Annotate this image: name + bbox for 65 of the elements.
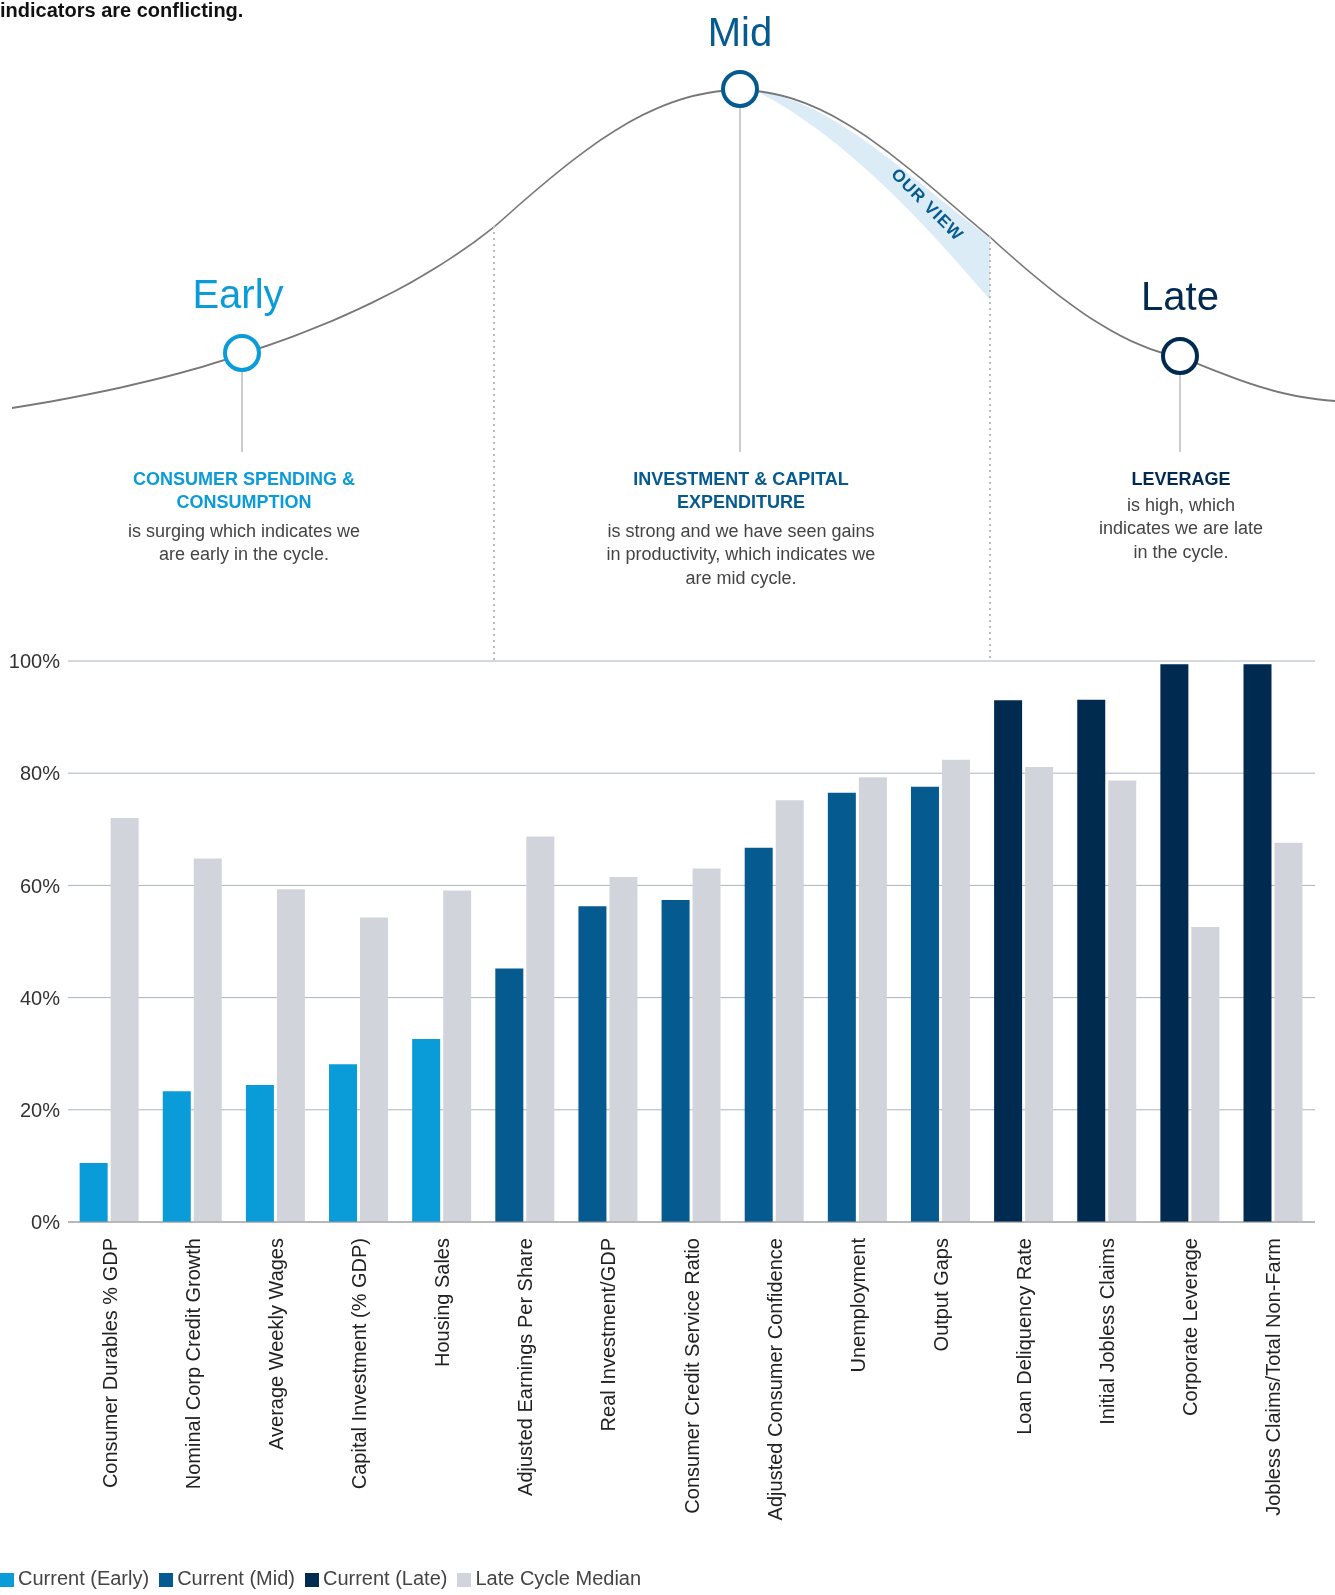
text: LEVERAGE xyxy=(1130,468,1232,491)
x-tick-label: Capital Investment (% GDP) xyxy=(347,1238,370,1490)
bar xyxy=(775,800,804,1222)
bar xyxy=(1191,926,1220,1222)
bar xyxy=(744,847,773,1222)
x-tick-label: Jobless Claims/Total Non-Farm xyxy=(1262,1238,1285,1516)
x-tick-label: Average Weekly Wages xyxy=(264,1238,287,1450)
bar xyxy=(661,899,690,1222)
text: is surging which indicates we are early in the cycle. xyxy=(126,520,362,567)
bar xyxy=(412,1039,441,1222)
x-tick-label: Output Gaps xyxy=(929,1238,952,1352)
x-tick-label: Nominal Corp Credit Growth xyxy=(181,1238,204,1490)
chart-title: indicators are conflicting. xyxy=(0,0,244,21)
bar xyxy=(110,818,139,1222)
text: Late xyxy=(1140,273,1220,320)
bar xyxy=(941,759,970,1222)
x-tick-label: Consumer Credit Service Ratio xyxy=(680,1238,703,1514)
text: is high, which indicates we are late in the cycle. xyxy=(1097,494,1265,564)
x-tick-label: Adjusted Consumer Confidence xyxy=(763,1238,786,1521)
bar xyxy=(245,1085,274,1222)
bar xyxy=(276,889,305,1222)
bar xyxy=(1160,664,1189,1222)
x-tick-label: Housing Sales xyxy=(431,1238,454,1367)
bar xyxy=(827,792,856,1222)
bar xyxy=(1274,842,1303,1222)
bar xyxy=(1025,767,1054,1222)
y-tick-label: 80% xyxy=(19,762,61,785)
y-tick-label: 20% xyxy=(19,1098,61,1121)
bar xyxy=(526,836,555,1222)
bar xyxy=(329,1064,358,1222)
legend-label: Current (Late) xyxy=(322,1567,448,1589)
bar xyxy=(443,890,472,1222)
bar xyxy=(910,786,939,1222)
bar xyxy=(162,1091,191,1222)
bar xyxy=(692,868,721,1222)
y-tick-label: 0% xyxy=(31,1211,61,1234)
legend-label: Current (Early) xyxy=(18,1567,150,1589)
text: CONSUMER SPENDING & CONSUMPTION xyxy=(132,468,356,515)
x-tick-label: Real Investment/GDP xyxy=(597,1238,620,1432)
y-tick-label: 60% xyxy=(19,874,61,897)
text: Mid xyxy=(706,9,774,56)
x-tick-label: Loan Deliquency Rate xyxy=(1013,1238,1036,1435)
x-tick-label: Initial Jobless Claims xyxy=(1096,1238,1119,1425)
x-tick-label: Adjusted Earnings Per Share xyxy=(514,1238,537,1496)
y-tick-label: 40% xyxy=(19,986,61,1009)
y-tick-label: 100% xyxy=(8,650,61,673)
legend-label: Current (Mid) xyxy=(177,1567,295,1589)
bar xyxy=(193,858,222,1222)
text: INVESTMENT & CAPITAL EXPENDITURE xyxy=(632,468,850,515)
bar xyxy=(609,876,638,1222)
x-tick-label: Corporate Leverage xyxy=(1179,1238,1202,1416)
bar xyxy=(495,968,524,1222)
bar xyxy=(1243,664,1272,1222)
bar xyxy=(1108,780,1137,1222)
x-tick-label: Consumer Durables % GDP xyxy=(98,1238,121,1489)
text: Early xyxy=(191,271,285,318)
bar xyxy=(858,777,887,1222)
bar xyxy=(360,917,389,1222)
x-tick-label: Unemployment xyxy=(846,1237,869,1373)
bar xyxy=(578,906,607,1222)
bar xyxy=(994,700,1023,1222)
bar xyxy=(79,1163,108,1222)
text: is strong and we have seen gains in productivity, which indicates we are mid cycle. xyxy=(606,520,876,590)
bar xyxy=(1077,699,1106,1222)
legend-label: Late Cycle Median xyxy=(475,1567,642,1589)
